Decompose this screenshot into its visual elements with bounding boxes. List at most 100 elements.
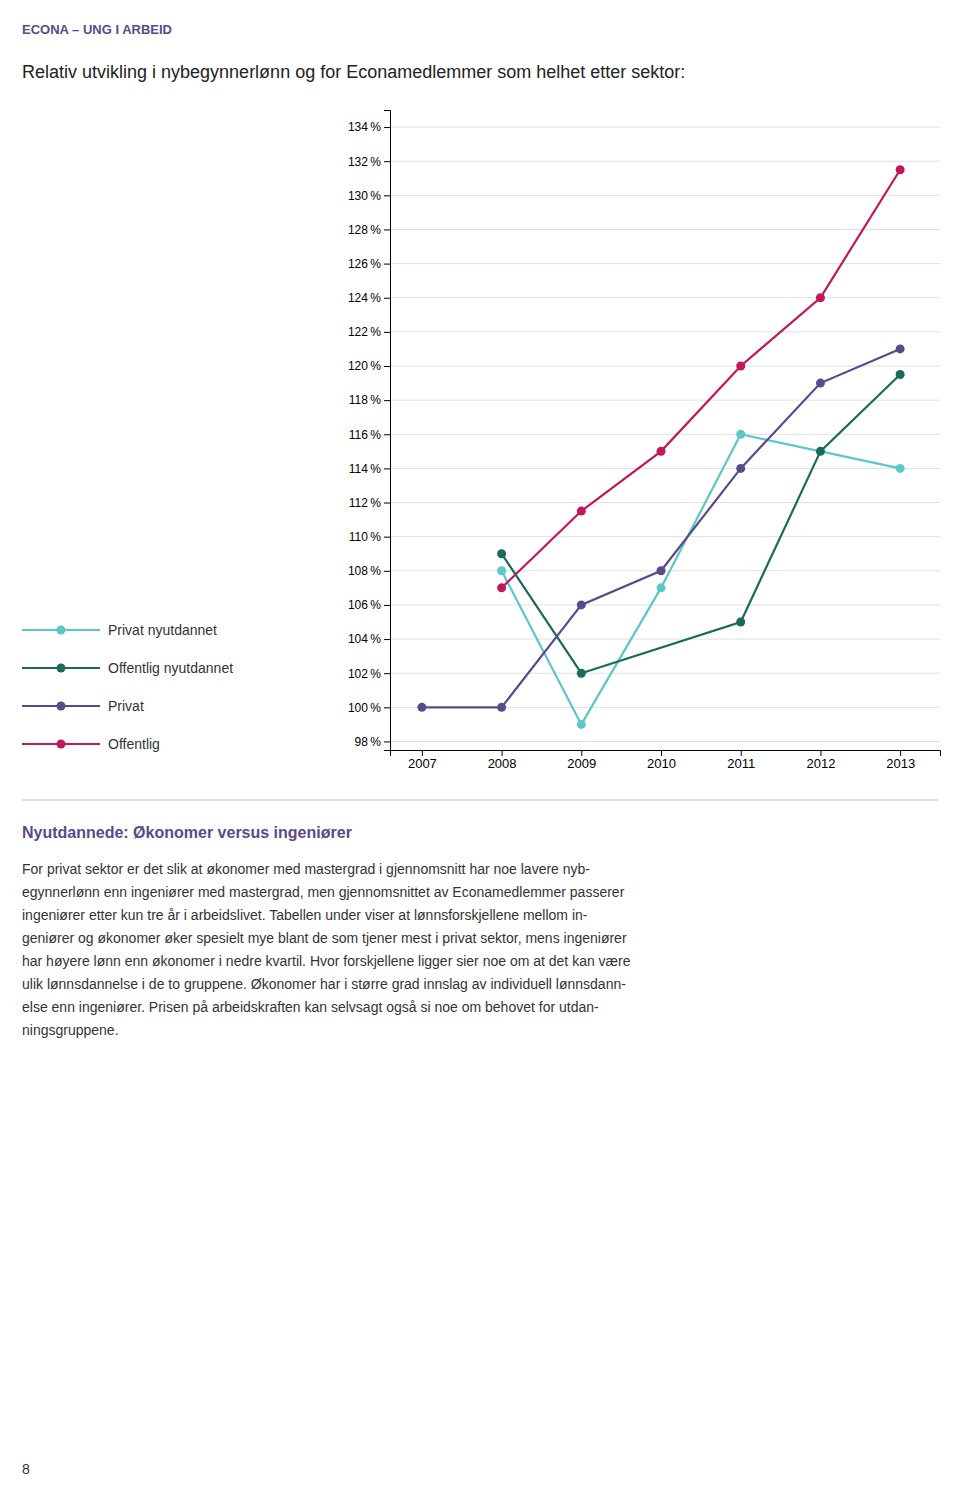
x-tick-label: 2007 bbox=[408, 756, 437, 771]
series-point bbox=[736, 618, 745, 627]
y-tick-mark bbox=[384, 195, 390, 196]
y-axis-line bbox=[384, 111, 391, 751]
y-tick: 130 % bbox=[348, 189, 390, 203]
y-tick: 98 % bbox=[355, 735, 390, 749]
grid-line bbox=[390, 331, 940, 332]
series bbox=[417, 344, 904, 711]
series bbox=[497, 370, 905, 678]
body-line: else enn ingeniører. Prisen på arbeidskr… bbox=[22, 999, 599, 1015]
y-tick: 104 % bbox=[348, 632, 390, 646]
divider bbox=[22, 800, 938, 801]
legend-marker bbox=[57, 626, 66, 635]
y-tick-label: 100 % bbox=[348, 701, 381, 715]
series-point bbox=[657, 566, 666, 575]
y-tick-label: 110 % bbox=[349, 530, 382, 544]
y-tick-mark bbox=[384, 503, 390, 504]
y-tick-label: 130 % bbox=[348, 189, 381, 203]
body-line: geniører og økonomer øker spesielt mye b… bbox=[22, 930, 627, 946]
y-tick-label: 102 % bbox=[348, 667, 381, 681]
series-point bbox=[816, 379, 825, 388]
series-point bbox=[577, 669, 586, 678]
y-tick-mark bbox=[384, 127, 390, 128]
y-tick: 108 % bbox=[348, 564, 390, 578]
body-line: ingeniører etter kun tre år i arbeidsliv… bbox=[22, 907, 588, 923]
y-tick: 132 % bbox=[348, 155, 390, 169]
legend-marker bbox=[57, 702, 66, 711]
series-point bbox=[657, 447, 666, 456]
grid-line bbox=[390, 741, 940, 742]
y-tick-label: 134 % bbox=[348, 120, 381, 134]
series-line bbox=[422, 349, 900, 707]
y-tick-label: 108 % bbox=[348, 564, 381, 578]
y-tick: 114 % bbox=[349, 462, 390, 476]
x-tick-mark bbox=[900, 750, 901, 756]
legend-item: Privat bbox=[22, 698, 144, 714]
x-axis: 2007200820092010201120122013 bbox=[391, 750, 941, 771]
y-tick-label: 128 % bbox=[348, 223, 381, 237]
y-tick-mark bbox=[384, 741, 390, 742]
series-point bbox=[736, 464, 745, 473]
y-tick-label: 120 % bbox=[348, 359, 381, 373]
grid-line bbox=[390, 468, 940, 469]
y-tick: 124 % bbox=[348, 291, 390, 305]
y-tick: 116 % bbox=[349, 428, 390, 442]
series-point bbox=[896, 464, 905, 473]
series-point bbox=[896, 370, 905, 379]
y-tick-label: 116 % bbox=[349, 428, 382, 442]
legend-item: Privat nyutdannet bbox=[22, 622, 217, 638]
header-part: – UNG I ARBEID bbox=[68, 22, 172, 37]
grid-line bbox=[390, 400, 940, 401]
series bbox=[497, 430, 905, 729]
grid-line bbox=[390, 639, 940, 640]
series-point bbox=[736, 430, 745, 439]
plot bbox=[417, 165, 904, 729]
y-tick-label: 104 % bbox=[348, 632, 381, 646]
y-tick-mark bbox=[384, 673, 390, 674]
section-heading: Nyutdannede: Økonomer versus ingeniører bbox=[22, 824, 352, 841]
y-tick: 110 % bbox=[349, 530, 390, 544]
grid-line bbox=[390, 297, 940, 298]
y-tick: 106 % bbox=[348, 598, 390, 612]
y-tick-label: 112 % bbox=[349, 496, 382, 510]
y-tick-mark bbox=[384, 366, 390, 367]
x-tick-label: 2009 bbox=[567, 756, 596, 771]
body-line: ningsgruppene. bbox=[22, 1022, 119, 1038]
grid-line bbox=[390, 502, 940, 503]
body-line: For privat sektor er det slik at økonome… bbox=[22, 861, 590, 877]
series bbox=[497, 165, 905, 592]
series-line bbox=[502, 434, 901, 724]
y-tick-mark bbox=[384, 468, 390, 469]
x-tick: 2010 bbox=[647, 750, 676, 771]
legend-label: Privat bbox=[108, 698, 144, 714]
series-line bbox=[502, 170, 901, 588]
body-line: ulik lønnsdannelse i de to gruppene. Øko… bbox=[22, 976, 626, 992]
series-point bbox=[896, 165, 905, 174]
grid-line bbox=[390, 536, 940, 537]
page-number: 8 bbox=[22, 1461, 30, 1477]
y-tick-mark bbox=[384, 264, 390, 265]
body-line: egynnerlønn enn ingeniører med mastergra… bbox=[22, 884, 625, 900]
grid-line bbox=[390, 229, 940, 230]
x-tick-mark bbox=[422, 750, 423, 756]
series-point bbox=[497, 583, 506, 592]
x-tick-mark bbox=[581, 750, 582, 756]
legend-item: Offentlig bbox=[22, 736, 160, 752]
series-point bbox=[577, 720, 586, 729]
x-tick-mark bbox=[502, 750, 503, 756]
y-tick-label: 132 % bbox=[348, 155, 381, 169]
x-tick: 2011 bbox=[727, 750, 755, 771]
body-text: For privat sektor er det slik at økonome… bbox=[22, 861, 631, 1038]
grid-line bbox=[390, 195, 940, 196]
page: ECONA – UNG I ARBEIDRelativ utvikling i … bbox=[0, 0, 960, 1494]
series-point bbox=[497, 566, 506, 575]
y-tick: 128 % bbox=[348, 223, 390, 237]
legend: Privat nyutdannetOffentlig nyutdannetPri… bbox=[22, 622, 233, 752]
y-tick-mark bbox=[384, 298, 390, 299]
y-tick-mark bbox=[384, 605, 390, 606]
grid-line bbox=[390, 434, 940, 435]
y-tick-mark bbox=[384, 161, 390, 162]
y-tick: 120 % bbox=[348, 359, 390, 373]
y-tick-label: 98 % bbox=[355, 735, 382, 749]
x-tick-label: 2010 bbox=[647, 756, 676, 771]
y-tick: 126 % bbox=[348, 257, 390, 271]
